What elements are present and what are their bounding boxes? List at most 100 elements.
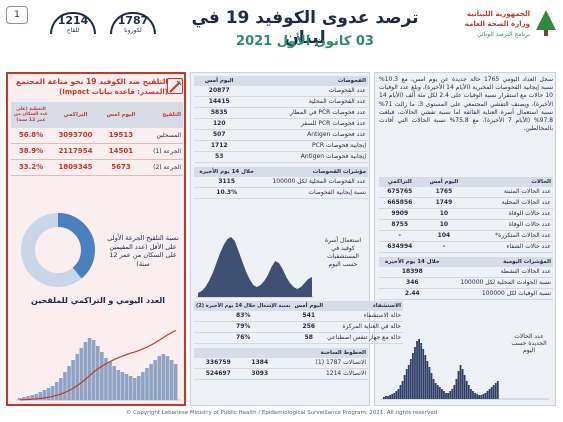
cases-section-title: الحالات [467,177,553,187]
epi-bar [484,393,487,399]
vaccination-daily-bar [124,374,129,400]
epi-bar [434,383,437,399]
vaccination-daily-bar [141,372,145,400]
epi-bar [443,391,445,399]
tests-sub-title: مؤشرات الفحوصات [259,167,368,177]
table-row: 18398 عدد الحالات النشطة [379,267,553,278]
epi-bar [432,379,435,399]
ministry-line-3: برنامج الترصد الوبائي [476,31,530,38]
table-row: 675765 1765 عدد الحالات المثبتة [379,187,553,198]
hotline-1214-label: للقاح [66,27,80,34]
vaccination-daily-bar [54,382,59,400]
vaccination-daily-bar [79,348,84,400]
vaccination-donut-chart [18,210,98,290]
vaccination-daily-bar [42,390,47,400]
vaccination-daily-bar [50,386,55,400]
cedar-logo-icon [534,8,558,38]
indicators-col: خلال 14 يوم الأخيرة [379,257,446,267]
epi-bar [480,395,483,399]
page-title: ترصد عدوى الكوفيد 19 في لبنان [191,8,419,48]
vaccination-daily-bar [30,395,34,400]
epi-chart-label: عدد الحالات الجديدة حسب اليوم [511,333,547,354]
epi-bar [465,381,468,399]
report-date: 03 كانون الأول 2021 [236,34,374,49]
tests-table: اليوم أمس الفحوصات 20877 عدد الفحوصات 144… [194,76,368,163]
epi-bar [418,339,420,399]
table-row: 56.8% 3093700 19513 المسجلين [11,128,183,144]
epi-bar [387,396,389,399]
epi-bar [476,394,478,399]
ministry-block: الجمهورية اللبنانية وزارة الصحة العامة ب… [446,6,558,46]
epi-bar [438,387,441,399]
vaccination-daily-bar [18,398,22,400]
epi-bar [461,369,464,399]
donut-label: نسبة التلقيح الجرعة الأولى على الأقل (عد… [107,234,179,268]
epi-bar [449,391,452,399]
page-number-badge: 1 [6,6,28,24]
epi-bar [426,361,429,399]
epi-bar [416,341,418,399]
tests-section-title: الفحوصات [244,76,368,86]
epi-bar [412,353,414,399]
vaccination-daily-bar [169,360,174,400]
epi-bar [399,385,402,399]
hotline-table: الخطوط الساخنة 336759 1384 الاتصالات 1787 … [194,348,368,380]
vaccination-daily-bar [38,392,43,400]
vaccination-daily-bar [153,360,157,400]
vax-col-today: اليوم امس [99,102,142,128]
hospital-col-today: اليوم أمس [292,301,326,311]
vaccination-daily-bar [34,394,39,400]
tests-sub-col: خلال 14 يوم الأخيرة [194,167,260,177]
table-row: 8755 10 عدد حالات الوفاة [379,219,553,231]
epi-bar [395,391,398,399]
epi-bar [470,389,472,399]
cases-table: التراكمي اليوم أمس الحالات 675765 1765 ع… [379,177,553,253]
table-row: 79% 256 حالة في العناية المركزة [194,321,404,333]
epi-bar [407,365,410,399]
epi-curve-chart: عدد الحالات الجديدة حسب اليوم [379,327,553,403]
vaccination-daily-chart [12,310,184,404]
epi-bar [397,389,400,399]
vaccination-source: (المصدر: قاعدة بيانات Impact) [59,88,168,96]
table-row: 336759 1384 الاتصالات 1787 (1) [194,358,368,369]
page-number: 1 [14,10,20,20]
bed-chart-label: استعمال أسرة كوفيد في المستشفيات حسب الي… [324,237,362,268]
epi-bar [393,393,396,399]
epi-bar [409,359,412,399]
vaccination-daily-bar [136,376,141,400]
table-row: 346 نسبة الحوادث المحلية لكل 100000 [379,277,553,289]
epi-bar [430,373,433,399]
hotline-1214-badge: 1214 للقاح [50,8,96,36]
table-row: 3115 عدد الفحوصات المحلية لكل 100000 [194,177,368,188]
bed-usage-chart: استعمال أسرة كوفيد في المستشفيات حسب الي… [194,227,368,299]
epi-bar [445,393,447,399]
vaccination-daily-bar [165,356,170,400]
hospital-col-rate: نسبة الإشغال خلال 14 يوم الأخيرة (2) [194,301,293,311]
vaccination-daily-bar [75,354,80,400]
vaccination-daily-bar [132,378,137,400]
hospital-section-title: الاستشفاء [325,301,404,311]
epi-bar [490,387,493,399]
vaccination-daily-bar [26,396,30,400]
epi-bar [436,385,439,399]
epi-bar [441,389,443,399]
cases-col-today: اليوم أمس [420,177,468,187]
epi-bar [482,394,485,399]
epi-bar [422,349,425,399]
table-row: 38.9% 2117954 14501 الجرعة (1) [11,143,183,160]
epi-bar [474,393,476,399]
vaccination-daily-bar [108,362,112,400]
vaccination-daily-bar [157,356,162,400]
epi-bar [486,391,489,399]
tests-indicators-table: خلال 14 يوم الأخيرة مؤشرات الفحوصات 3115… [194,167,368,199]
table-row: 665856 1749 عدد الحالات المحلية [379,197,553,209]
vaccination-daily-bar [83,342,88,400]
epi-bar [453,385,456,399]
table-row: 10.3% نسبة إيجابية الفحوصات [194,187,368,199]
epi-bar [405,369,408,399]
epi-bar [447,393,449,399]
epi-bar [391,394,394,399]
cases-col-total: التراكمي [379,177,421,187]
epi-bar [459,365,462,399]
vaccination-daily-bar [71,360,75,400]
